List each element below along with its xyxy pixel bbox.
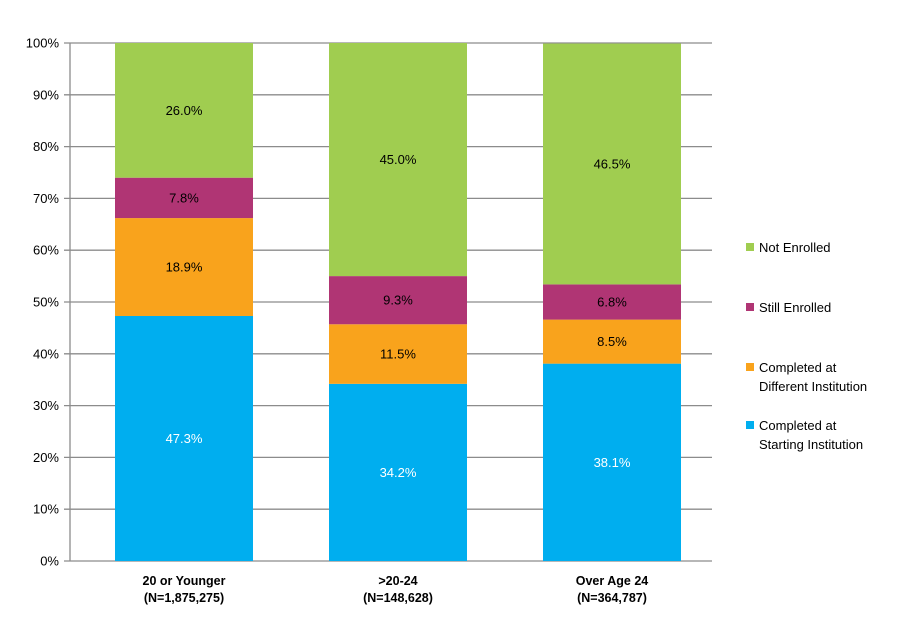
bar-segment [329, 324, 467, 384]
bar-segment [329, 43, 467, 277]
data-label: 8.5% [597, 334, 627, 349]
y-tick-label: 70% [33, 191, 59, 206]
legend-label: Completed at [759, 418, 837, 433]
data-label: 9.3% [383, 293, 413, 308]
legend-label: Different Institution [759, 379, 867, 394]
data-label: 45.0% [380, 152, 417, 167]
bar-segment [543, 284, 681, 320]
y-tick-label: 60% [33, 243, 59, 258]
y-tick-label: 100% [26, 36, 60, 51]
bar-segment [329, 276, 467, 325]
legend-swatch [746, 363, 754, 371]
data-label: 18.9% [166, 260, 203, 275]
data-label: 46.5% [594, 156, 631, 171]
bar-segment [115, 315, 253, 561]
y-tick-label: 40% [33, 346, 59, 361]
bar-segment [543, 43, 681, 285]
legend-swatch [746, 243, 754, 251]
data-label: 34.2% [380, 465, 417, 480]
y-tick-label: 50% [33, 295, 59, 310]
data-label: 38.1% [594, 455, 631, 470]
data-label: 47.3% [166, 431, 203, 446]
x-category-label: (N=364,787) [577, 591, 647, 605]
x-category-label: >20-24 [378, 574, 417, 588]
bar-segment [115, 177, 253, 219]
bar-segment [329, 383, 467, 561]
y-tick-label: 90% [33, 87, 59, 102]
y-tick-label: 20% [33, 450, 59, 465]
x-category-label: (N=1,875,275) [144, 591, 224, 605]
legend-label: Not Enrolled [759, 240, 831, 255]
legend-swatch [746, 421, 754, 429]
y-tick-label: 80% [33, 139, 59, 154]
data-label: 7.8% [169, 190, 199, 205]
data-label: 26.0% [166, 103, 203, 118]
x-category-label: Over Age 24 [576, 574, 649, 588]
legend-label: Completed at [759, 360, 837, 375]
legend-label: Still Enrolled [759, 300, 831, 315]
y-tick-label: 30% [33, 398, 59, 413]
legend-swatch [746, 303, 754, 311]
data-label: 6.8% [597, 295, 627, 310]
x-category-label: 20 or Younger [143, 574, 226, 588]
data-label: 11.5% [380, 347, 416, 362]
bar-segment [115, 218, 253, 316]
y-tick-label: 0% [40, 554, 59, 569]
legend-label: Starting Institution [759, 437, 863, 452]
bar-segment [115, 43, 253, 178]
y-tick-label: 10% [33, 502, 59, 517]
x-category-label: (N=148,628) [363, 591, 433, 605]
bar-segment [543, 319, 681, 364]
bar-segment [543, 363, 681, 561]
